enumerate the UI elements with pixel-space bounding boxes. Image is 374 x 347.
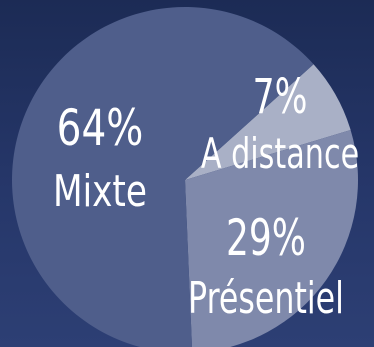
pie-slice-a-distance	[185, 64, 351, 180]
slice-value-label-a-distance: 7%	[253, 68, 308, 124]
slice-value-label-presentiel: 29%	[226, 210, 306, 267]
pie-slice-pr-sentiel	[185, 129, 358, 347]
slice-name-label-mixte: Mixte	[53, 166, 147, 217]
pie-slices	[12, 7, 358, 347]
slice-name-label-a-distance: A distance	[201, 129, 359, 178]
slice-value-label-mixte: 64%	[57, 98, 144, 157]
pie-slice-mixte	[12, 7, 314, 347]
slice-name-label-presentiel: Présentiel	[188, 273, 344, 325]
